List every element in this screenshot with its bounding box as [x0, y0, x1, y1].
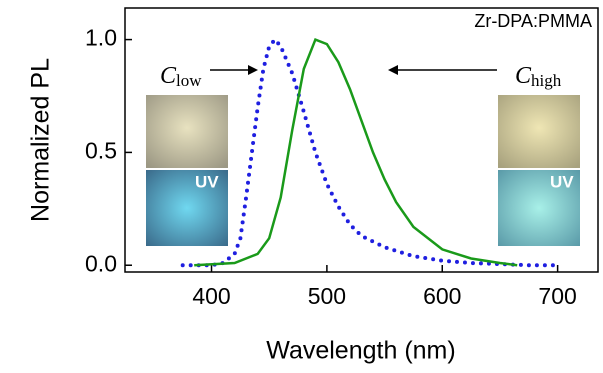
x-tick-label: 600	[423, 283, 461, 309]
y-axis-label: Normalized PL	[27, 58, 55, 222]
plot-frame	[124, 7, 599, 273]
series-line	[180, 36, 560, 268]
photo	[498, 95, 580, 168]
y-tick-label: 0.5	[85, 137, 117, 163]
y-tick-label: 1.0	[85, 25, 117, 51]
x-tick-label: 500	[308, 283, 346, 309]
photo	[146, 95, 228, 168]
annotation: UV	[550, 172, 574, 191]
annotation: Clow	[160, 63, 202, 90]
x-axis-label: Wavelength (nm)	[266, 337, 455, 365]
x-tick-label: 700	[538, 283, 576, 309]
annotation: Zr-DPA:PMMA	[474, 11, 592, 31]
y-tick-label: 0.0	[85, 250, 117, 276]
x-tick-label: 400	[192, 283, 230, 309]
photo	[146, 170, 228, 246]
annotation: Chigh	[515, 63, 562, 90]
arrow-head	[248, 65, 258, 75]
photo	[498, 170, 580, 246]
series-line	[194, 37, 518, 267]
arrow-head	[388, 65, 398, 75]
annotation: UV	[195, 172, 219, 191]
